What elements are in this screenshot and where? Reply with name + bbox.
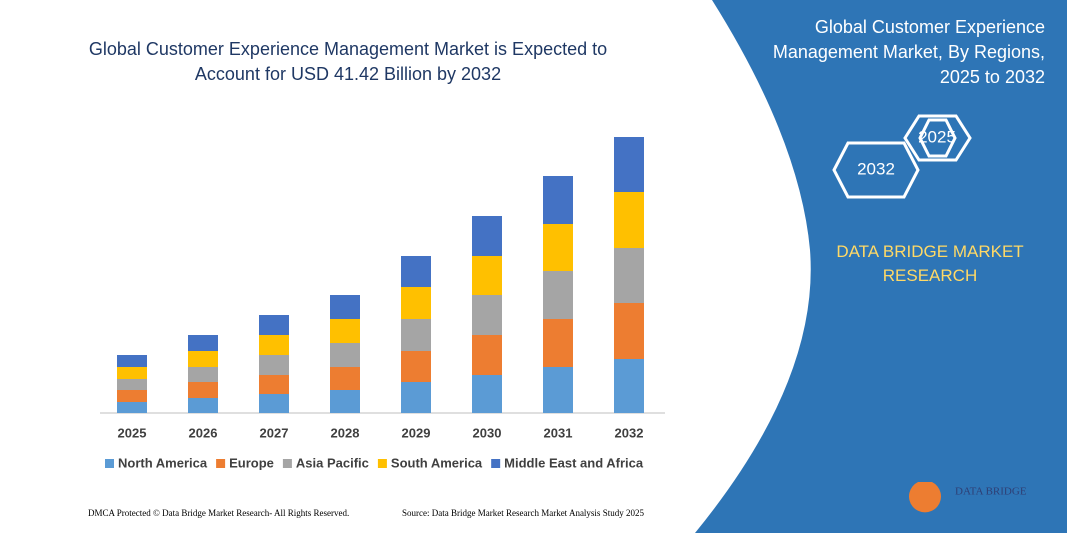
legend-swatch: [491, 459, 501, 468]
bar-segment: [401, 351, 431, 382]
bar-segment: [543, 319, 573, 367]
legend-swatch: [216, 459, 226, 468]
bar-segment: [472, 295, 502, 335]
legend-swatch: [282, 459, 292, 468]
bar-segment: [330, 343, 360, 367]
bar-segment: [330, 390, 360, 413]
bar-segment: [330, 295, 360, 319]
legend-swatch: [377, 459, 387, 468]
bar-segment: [259, 394, 289, 413]
hexagon: [903, 114, 972, 162]
bar-segment: [259, 375, 289, 394]
bar-segment: [188, 382, 218, 398]
bar-segment: [188, 351, 218, 367]
brand: DATA BRIDGE MARKET RESEARCH: [836, 242, 1024, 285]
legend-label: Europe: [229, 455, 274, 470]
x-tick-label: 2027: [260, 425, 289, 440]
bar-segment: [259, 335, 289, 355]
badge: 2032: [857, 159, 895, 178]
logo-mark: [909, 482, 941, 513]
x-tick-label: 2032: [615, 425, 644, 440]
legend-label: North America: [118, 455, 208, 470]
legend-swatch: [105, 459, 114, 468]
bar-segment: [117, 402, 147, 413]
bar-segment: [472, 256, 502, 295]
bar-segment: [330, 367, 360, 390]
bar-segment: [259, 355, 289, 375]
legend-label: Asia Pacific: [296, 455, 369, 470]
bar-segment: [614, 248, 644, 303]
bar-segment: [117, 379, 147, 390]
bar-segment: [401, 382, 431, 413]
bar-segment: [188, 335, 218, 351]
bar-segment: [614, 303, 644, 359]
bar-segment: [401, 287, 431, 319]
bar-segment: [472, 335, 502, 375]
x-tick-label: 2025: [118, 425, 147, 440]
logo-text: DATA BRIDGE: [955, 486, 1027, 498]
bar-segment: [330, 319, 360, 343]
bar-segment: [117, 390, 147, 402]
bar-segment: [259, 315, 289, 335]
x-tick-label: 2026: [189, 425, 218, 440]
bar-segment: [188, 398, 218, 413]
bar-segment: [614, 192, 644, 248]
bar-segment: [543, 176, 573, 224]
chart-title: Global Customer Experience Management Ma…: [88, 39, 608, 84]
footer-right: Source: Data Bridge Market Research Mark…: [402, 508, 644, 518]
footer-left: DMCA Protected © Data Bridge Market Rese…: [88, 508, 349, 518]
x-tick-label: 2031: [544, 425, 573, 440]
bar-segment: [543, 271, 573, 319]
panel-title: Global Customer Experience Management Ma…: [772, 17, 1045, 87]
hexagon: [918, 118, 957, 158]
legend-label: Middle East and Africa: [504, 455, 644, 470]
side-panel: [695, 0, 1067, 533]
bar-segment: [472, 375, 502, 413]
bar-segment: [117, 367, 147, 379]
x-tick-label: 2029: [402, 425, 431, 440]
bar-segment: [401, 256, 431, 287]
bar-segment: [543, 224, 573, 271]
bar-segment: [117, 355, 147, 367]
bar-segment: [614, 137, 644, 192]
badge: 2025: [918, 127, 956, 146]
bar-segment: [543, 367, 573, 413]
bar-segment: [472, 216, 502, 256]
hexagon: [832, 141, 920, 199]
bar-segment: [614, 359, 644, 413]
x-tick-label: 2028: [331, 425, 360, 440]
x-tick-label: 2030: [473, 425, 502, 440]
bar-segment: [188, 367, 218, 382]
legend-label: South America: [391, 455, 483, 470]
bar-segment: [401, 319, 431, 351]
